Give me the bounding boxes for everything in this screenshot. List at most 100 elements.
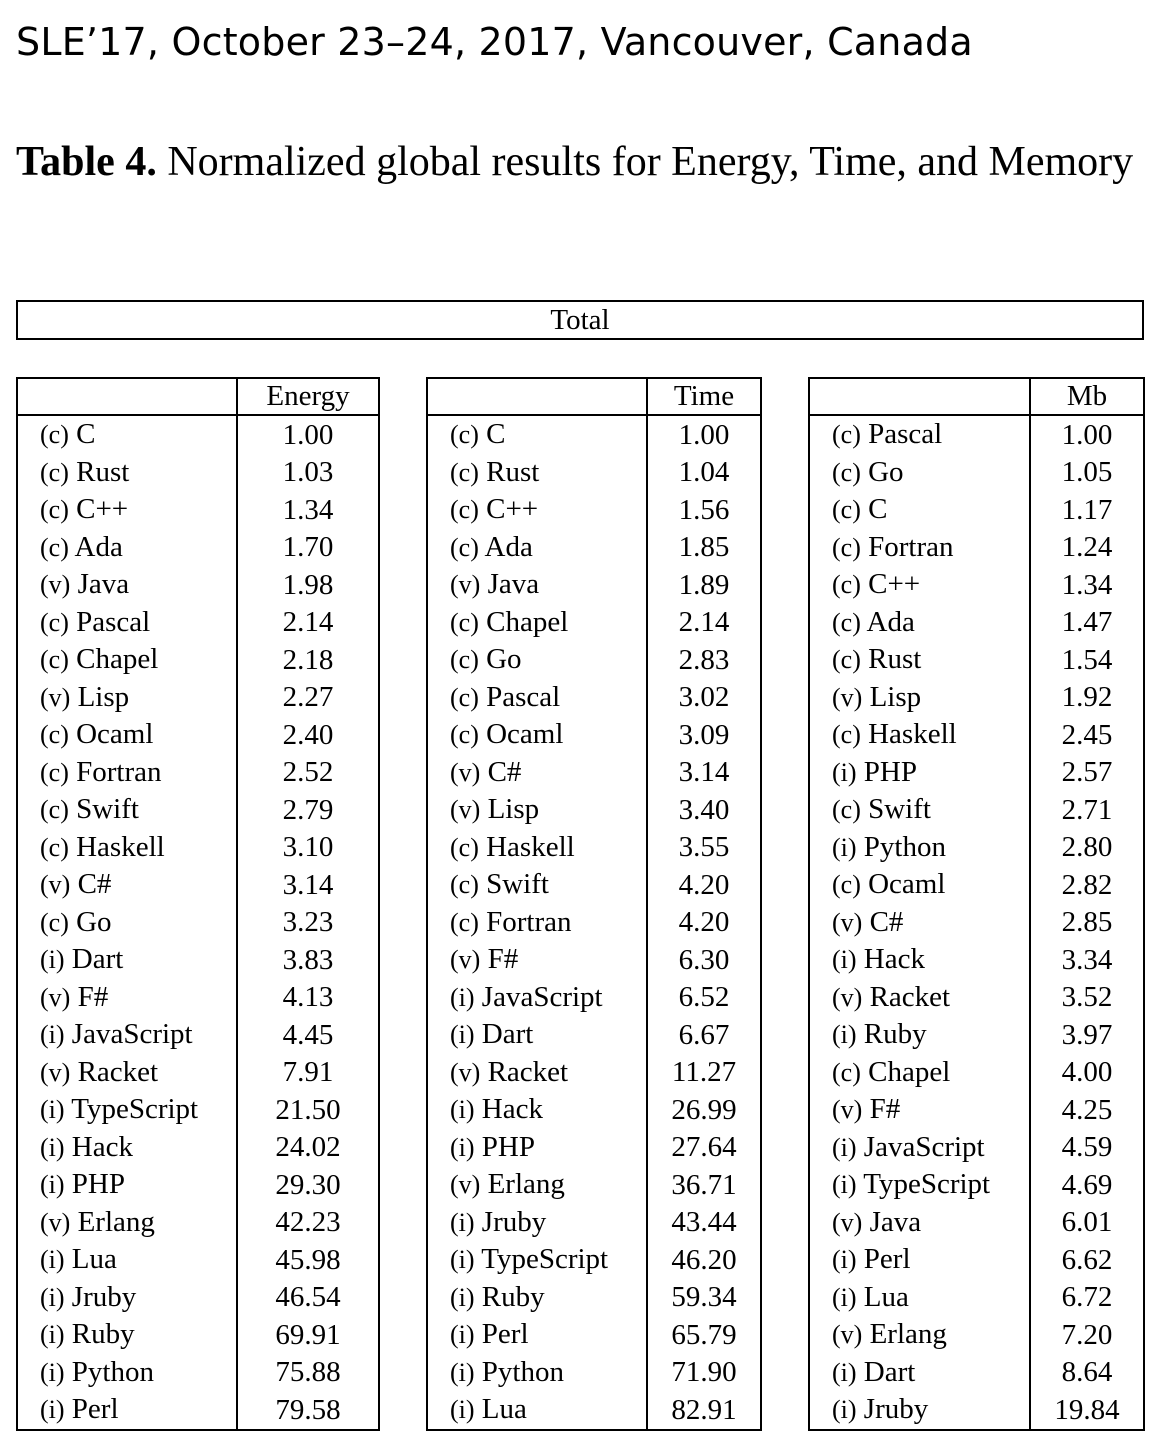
table-row: (i) TypeScript 21.50 — [16, 1091, 380, 1129]
language-cell: (i) Dart — [808, 1353, 1031, 1391]
value-cell: 4.13 — [236, 978, 380, 1016]
language-name: Ada — [866, 605, 915, 638]
language-kind: (c) — [40, 645, 69, 674]
language-kind: (c) — [832, 570, 861, 599]
table-row: (c) C 1.00 — [16, 415, 380, 454]
value-cell: 75.88 — [236, 1353, 380, 1391]
value-cell: 1.05 — [1029, 453, 1145, 491]
table-row: (c) Haskell 3.10 — [16, 828, 380, 866]
language-kind: (v) — [832, 1207, 863, 1237]
value-cell: 2.85 — [1029, 903, 1145, 941]
value-cell: 7.20 — [1029, 1316, 1145, 1354]
language-name: Ada — [484, 530, 533, 563]
value-cell: 6.52 — [646, 978, 762, 1016]
language-name: Fortran — [76, 755, 162, 788]
language-name: Go — [868, 455, 904, 488]
language-cell: (i) Perl — [426, 1316, 648, 1354]
language-kind: (c) — [40, 907, 69, 937]
value-cell: 3.83 — [236, 941, 380, 979]
memory-table: Mb (c) Pascal 1.00 (c) Go 1.05 (c) C 1.17 (c) … — [808, 377, 1145, 1431]
value-cell: 2.18 — [236, 641, 380, 679]
language-column-header — [808, 377, 1031, 416]
language-cell: (c) Go — [16, 903, 238, 941]
language-name: JavaScript — [481, 980, 603, 1013]
language-cell: (i) Python — [426, 1353, 648, 1391]
value-cell: 43.44 — [646, 1203, 762, 1241]
language-name: Jruby — [863, 1393, 929, 1425]
language-cell: (c) Pascal — [808, 415, 1031, 454]
table-row: (c) Haskell 3.55 — [426, 828, 762, 866]
value-cell: 42.23 — [236, 1203, 380, 1241]
value-cell: 3.55 — [646, 828, 762, 866]
value-cell: 46.20 — [646, 1241, 762, 1279]
language-kind: (i) — [832, 1282, 857, 1312]
language-kind: (c) — [450, 495, 479, 524]
language-kind: (c) — [832, 607, 861, 637]
language-cell: (i) JavaScript — [16, 1016, 238, 1054]
table-row: (v) Racket 7.91 — [16, 1053, 380, 1091]
language-name: JavaScript — [71, 1018, 193, 1050]
language-name: F# — [869, 1093, 901, 1125]
language-name: Lisp — [77, 680, 130, 713]
language-cell: (c) C — [16, 415, 238, 454]
language-cell: (v) C# — [16, 866, 238, 904]
language-cell: (c) Ada — [426, 528, 648, 566]
language-kind: (i) — [450, 1132, 475, 1162]
language-kind: (c) — [832, 495, 861, 524]
language-name: Rust — [486, 455, 540, 488]
language-kind: (c) — [40, 532, 69, 562]
value-cell: 2.27 — [236, 678, 380, 716]
language-name: Ada — [74, 530, 123, 563]
language-kind: (i) — [450, 982, 475, 1012]
language-cell: (c) Rust — [426, 453, 648, 491]
value-cell: 8.64 — [1029, 1353, 1145, 1391]
table-row: (v) Java 1.98 — [16, 566, 380, 604]
table-row: (i) Python 2.80 — [808, 828, 1145, 866]
value-cell: 1.70 — [236, 528, 380, 566]
language-name: Rust — [868, 643, 922, 675]
language-name: Java — [869, 1205, 922, 1238]
language-name: Swift — [76, 793, 139, 825]
table-row: (i) JavaScript 6.52 — [426, 978, 762, 1016]
language-cell: (v) Racket — [16, 1053, 238, 1091]
value-cell: 82.91 — [646, 1391, 762, 1431]
language-kind: (i) — [832, 1357, 857, 1387]
language-cell: (v) Java — [808, 1203, 1031, 1241]
language-name: JavaScript — [863, 1130, 985, 1163]
language-kind: (c) — [832, 870, 861, 899]
table-row: (i) Jruby 43.44 — [426, 1203, 762, 1241]
table-row: (c) C++ 1.56 — [426, 491, 762, 529]
language-kind: (v) — [832, 982, 863, 1012]
language-kind: (v) — [450, 757, 481, 787]
value-cell: 27.64 — [646, 1128, 762, 1166]
language-cell: (i) Ruby — [808, 1016, 1031, 1054]
language-cell: (c) Ada — [16, 528, 238, 566]
language-name: Python — [863, 830, 946, 863]
value-cell: 69.91 — [236, 1316, 380, 1354]
value-cell: 2.45 — [1029, 716, 1145, 754]
language-kind: (i) — [832, 1245, 857, 1274]
language-kind: (v) — [40, 982, 71, 1012]
language-name: C — [486, 418, 506, 450]
table-row: (c) Fortran 2.52 — [16, 753, 380, 791]
table-row: (c) Go 2.83 — [426, 641, 762, 679]
value-cell: 1.24 — [1029, 528, 1145, 566]
language-name: Erlang — [869, 1318, 947, 1350]
table-row: (i) Dart 8.64 — [808, 1353, 1145, 1391]
value-cell: 6.67 — [646, 1016, 762, 1054]
table-row: (i) TypeScript 46.20 — [426, 1241, 762, 1279]
table-row: (i) TypeScript 4.69 — [808, 1166, 1145, 1204]
value-cell: 1.00 — [236, 415, 380, 454]
table-row: (i) JavaScript 4.45 — [16, 1016, 380, 1054]
value-cell: 1.04 — [646, 453, 762, 491]
language-kind: (c) — [450, 682, 479, 712]
table-row: (c) Ocaml 2.40 — [16, 716, 380, 754]
value-cell: 3.97 — [1029, 1016, 1145, 1054]
language-cell: (i) Dart — [16, 941, 238, 979]
language-cell: (c) Go — [426, 641, 648, 679]
value-cell: 1.56 — [646, 491, 762, 529]
value-cell: 3.23 — [236, 903, 380, 941]
table-row: (c) Chapel 2.14 — [426, 603, 762, 641]
language-name: Java — [487, 568, 540, 600]
language-name: Swift — [486, 868, 549, 900]
